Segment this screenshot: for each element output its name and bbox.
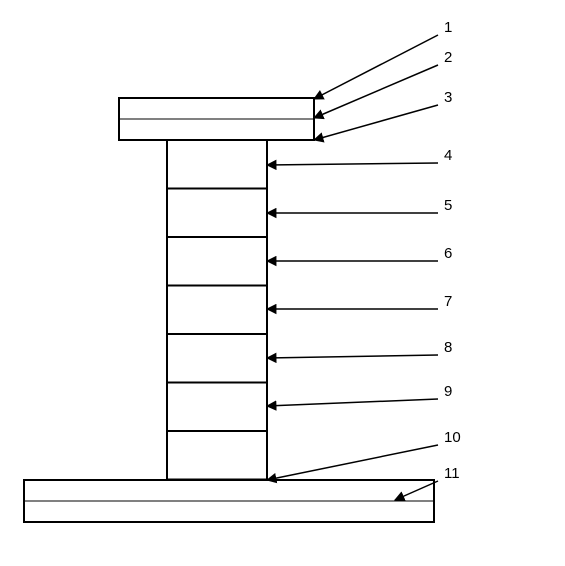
callout-label-3: 3 [444, 89, 452, 106]
callout-label-4: 4 [444, 147, 452, 164]
callout-label-6: 6 [444, 245, 452, 262]
callout-label-1: 1 [444, 19, 452, 36]
callout-arrow-8 [267, 355, 438, 358]
callout-arrow-1 [314, 35, 438, 99]
column [167, 140, 267, 480]
callout-label-5: 5 [444, 197, 452, 214]
callout-label-10: 10 [444, 429, 461, 446]
diagram-canvas: 1 2 3 4 5 6 7 8 9 10 11 [0, 0, 565, 566]
callout-arrow-4 [267, 163, 438, 165]
callout-label-11: 11 [444, 465, 460, 482]
callout-label-9: 9 [444, 383, 452, 400]
callout-arrow-9 [267, 399, 438, 406]
callout-label-7: 7 [444, 293, 452, 310]
callout-arrow-10 [267, 445, 438, 480]
callout-label-2: 2 [444, 49, 452, 66]
callout-label-8: 8 [444, 339, 452, 356]
